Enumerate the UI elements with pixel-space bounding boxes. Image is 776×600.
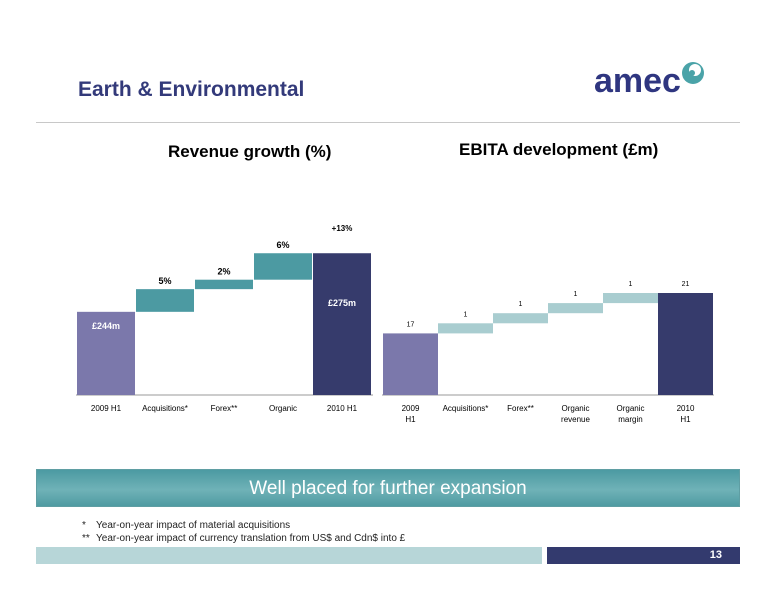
ebita-tick-label: Forex** (507, 404, 534, 413)
ebita-bar (438, 323, 493, 334)
revenue-tick-label: Organic (269, 404, 297, 413)
ebita-tick-label: margin (618, 415, 642, 424)
revenue-data-label: £275m (328, 298, 356, 308)
revenue-tick-label: Forex** (211, 404, 238, 413)
ebita-data-label: 21 (682, 281, 690, 288)
revenue-bar (313, 253, 371, 395)
ebita-tick-label: 2009 (402, 404, 420, 413)
ebita-bar (493, 313, 548, 324)
ebita-data-label: 1 (519, 301, 523, 308)
amec-logo: amec (594, 62, 704, 100)
ebita-tick-label: H1 (405, 415, 416, 424)
ebita-tick-label: 2010 (677, 404, 695, 413)
footnote-text: Year-on-year impact of currency translat… (96, 533, 406, 544)
revenue-data-label: 6% (276, 240, 289, 250)
revenue-growth-annotation: +13% (332, 224, 353, 233)
footnote-2: ** Year-on-year impact of currency transl… (82, 533, 405, 544)
ebita-bar (658, 293, 713, 395)
revenue-bar (195, 279, 253, 290)
logo-text: amec (594, 62, 681, 100)
ebita-bar (603, 293, 658, 304)
ebita-tick-label: Acquisitions* (443, 404, 489, 413)
page-number: 13 (547, 547, 740, 564)
charts-canvas: £244m 2009 H1 5% Acquisitions* 2% Forex** 6% Or… (76, 224, 714, 424)
footnote-marker: * (82, 520, 86, 531)
ebita-data-label: 1 (629, 281, 633, 288)
ebita-bar (383, 333, 438, 395)
ebita-chart-title: EBITA development (£m) (459, 140, 659, 159)
ebita-tick-label: Organic (561, 404, 589, 413)
footnote-marker: ** (82, 533, 90, 544)
ebita-bar (548, 303, 603, 314)
footer-bar (36, 547, 542, 564)
revenue-data-label: £244m (92, 321, 120, 331)
title-divider (36, 122, 740, 123)
slide-title: Earth & Environmental (78, 78, 305, 101)
revenue-chart-title: Revenue growth (%) (168, 142, 332, 161)
ebita-tick-label: H1 (680, 415, 691, 424)
revenue-bar (136, 289, 194, 312)
ebita-tick-label: revenue (561, 415, 590, 424)
revenue-tick-label: Acquisitions* (142, 404, 188, 413)
revenue-data-label: 5% (158, 276, 171, 286)
revenue-bar (254, 253, 312, 280)
ebita-data-label: 1 (464, 311, 468, 318)
ebita-data-label: 1 (574, 291, 578, 298)
revenue-bar (77, 311, 135, 395)
revenue-tick-label: 2009 H1 (91, 404, 122, 413)
footnote-text: Year-on-year impact of material acquisit… (96, 520, 291, 531)
ebita-data-label: 17 (407, 321, 415, 328)
ebita-tick-label: Organic (616, 404, 644, 413)
revenue-data-label: 2% (217, 267, 230, 277)
footnote-1: * Year-on-year impact of material acquisi… (82, 520, 290, 531)
revenue-tick-label: 2010 H1 (327, 404, 358, 413)
banner: Well placed for further expansion (36, 469, 740, 507)
